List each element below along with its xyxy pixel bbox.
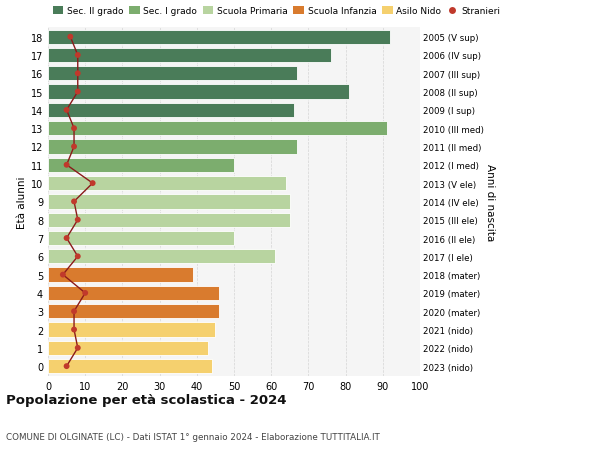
Point [73, 217, 83, 224]
Bar [48, 104, 293, 118]
Point [88, 180, 97, 187]
Text: COMUNE DI OLGINATE (LC) - Dati ISTAT 1° gennaio 2024 - Elaborazione TUTTITALIA.I: COMUNE DI OLGINATE (LC) - Dati ISTAT 1° … [6, 431, 380, 441]
Bar [48, 231, 234, 246]
Point [80, 290, 90, 297]
Bar [48, 30, 390, 45]
Legend: Sec. II grado, Sec. I grado, Scuola Primaria, Scuola Infanzia, Asilo Nido, Stran: Sec. II grado, Sec. I grado, Scuola Prim… [53, 7, 500, 16]
Bar [48, 195, 290, 209]
Bar [48, 341, 208, 355]
Bar [48, 140, 297, 154]
Point [69, 308, 79, 315]
Point [62, 235, 71, 242]
Point [62, 363, 71, 370]
Bar [48, 213, 290, 227]
Y-axis label: Età alunni: Età alunni [17, 176, 26, 228]
Bar [48, 177, 286, 191]
Point [73, 52, 83, 60]
Bar [48, 158, 234, 173]
Bar [48, 268, 193, 282]
Point [62, 107, 71, 114]
Point [69, 125, 79, 133]
Bar [48, 67, 297, 81]
Point [65, 34, 75, 41]
Point [69, 144, 79, 151]
Point [73, 344, 83, 352]
Bar [48, 85, 349, 100]
Point [58, 271, 68, 279]
Bar [48, 122, 386, 136]
Bar [48, 286, 219, 300]
Point [69, 326, 79, 334]
Bar [48, 49, 331, 63]
Point [69, 198, 79, 206]
Y-axis label: Anni di nascita: Anni di nascita [485, 163, 495, 241]
Text: Popolazione per età scolastica - 2024: Popolazione per età scolastica - 2024 [6, 393, 287, 406]
Point [73, 89, 83, 96]
Point [73, 70, 83, 78]
Point [73, 253, 83, 260]
Bar [48, 304, 219, 319]
Bar [48, 359, 212, 374]
Bar [48, 323, 215, 337]
Point [62, 162, 71, 169]
Bar [48, 250, 275, 264]
